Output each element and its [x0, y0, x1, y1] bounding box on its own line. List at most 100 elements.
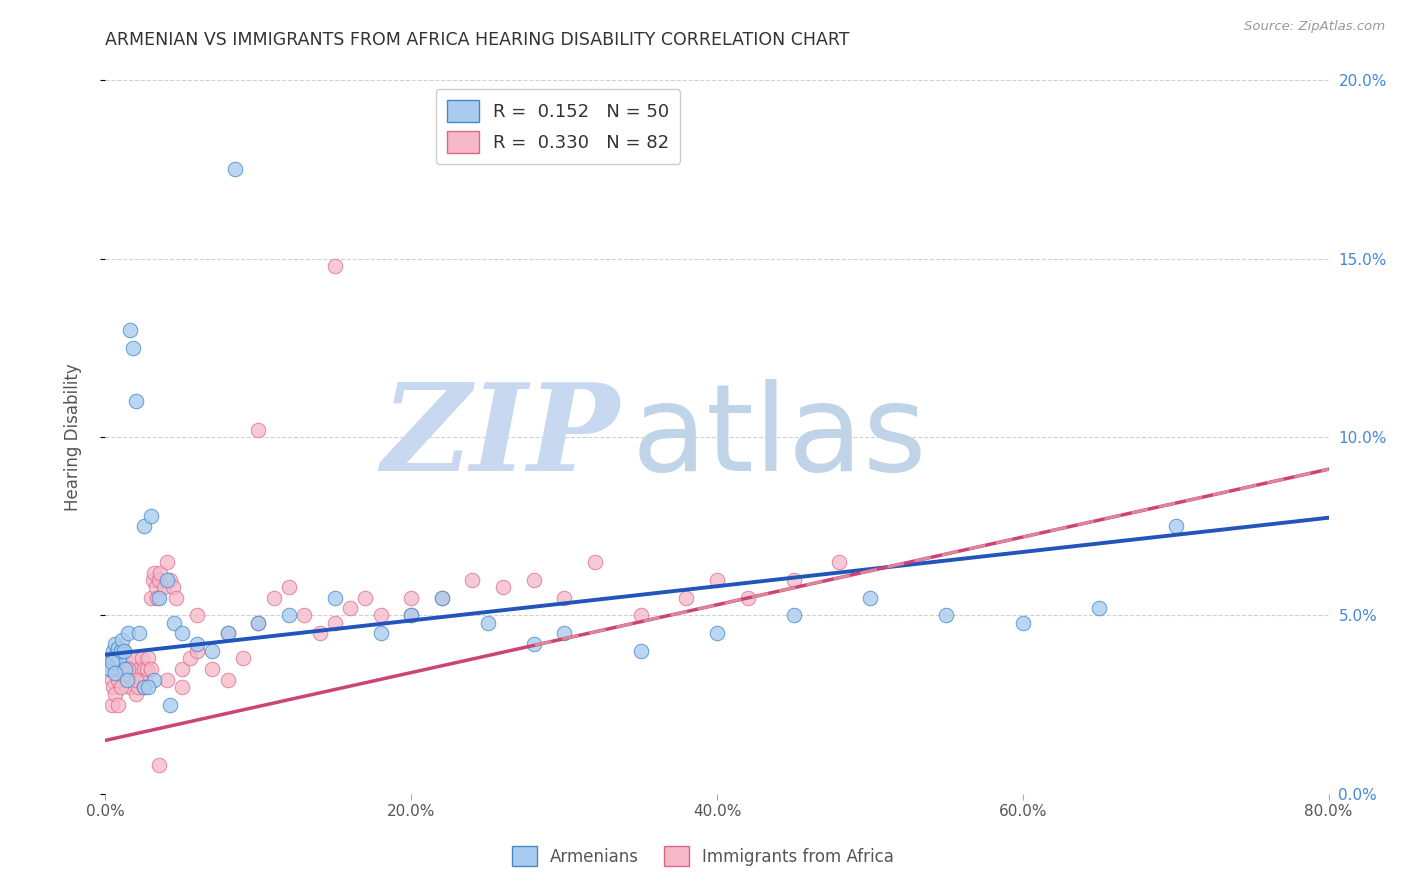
Point: [553, 591, 575, 605]
Point: [134, 673, 156, 687]
Point: [477, 615, 499, 630]
Legend: R =  0.152   N = 50, R =  0.330   N = 82: R = 0.152 N = 50, R = 0.330 N = 82: [436, 89, 681, 164]
Point: [135, 662, 157, 676]
Point: [782, 573, 804, 587]
Point: [117, 626, 139, 640]
Point: [100, 698, 122, 712]
Point: [142, 573, 165, 587]
Y-axis label: Hearing Disability: Hearing Disability: [63, 363, 82, 511]
Point: [737, 591, 759, 605]
Point: [461, 573, 484, 587]
Point: [104, 665, 127, 680]
Point: [170, 680, 193, 694]
Point: [141, 591, 163, 605]
Point: [149, 566, 172, 580]
Point: [114, 662, 136, 676]
Point: [104, 687, 127, 701]
Point: [97, 662, 120, 676]
Point: [186, 608, 208, 623]
Point: [115, 673, 138, 687]
Point: [115, 662, 138, 676]
Point: [117, 673, 139, 687]
Point: [141, 508, 163, 523]
Point: [354, 591, 377, 605]
Point: [148, 591, 170, 605]
Point: [247, 423, 270, 437]
Point: [100, 673, 122, 687]
Point: [179, 651, 201, 665]
Point: [107, 698, 129, 712]
Point: [122, 651, 145, 665]
Point: [105, 648, 128, 662]
Point: [163, 615, 186, 630]
Point: [217, 626, 239, 640]
Point: [112, 644, 135, 658]
Point: [107, 673, 129, 687]
Point: [186, 637, 208, 651]
Point: [278, 580, 301, 594]
Point: [401, 608, 423, 623]
Point: [146, 591, 169, 605]
Text: Source: ZipAtlas.com: Source: ZipAtlas.com: [1244, 20, 1385, 33]
Point: [553, 626, 575, 640]
Point: [110, 680, 132, 694]
Point: [132, 680, 155, 694]
Point: [118, 323, 141, 337]
Point: [201, 644, 224, 658]
Point: [430, 591, 453, 605]
Point: [706, 626, 728, 640]
Point: [101, 680, 124, 694]
Point: [492, 580, 515, 594]
Point: [217, 626, 239, 640]
Point: [108, 651, 131, 665]
Point: [143, 673, 166, 687]
Point: [247, 615, 270, 630]
Point: [323, 615, 346, 630]
Point: [323, 591, 346, 605]
Point: [186, 644, 208, 658]
Point: [111, 633, 134, 648]
Point: [782, 608, 804, 623]
Point: [935, 608, 957, 623]
Point: [132, 680, 155, 694]
Point: [630, 644, 652, 658]
Point: [114, 651, 136, 665]
Point: [145, 580, 167, 594]
Point: [165, 591, 187, 605]
Point: [128, 626, 150, 640]
Point: [112, 644, 135, 658]
Point: [224, 162, 246, 177]
Point: [122, 341, 145, 355]
Text: ARMENIAN VS IMMIGRANTS FROM AFRICA HEARING DISABILITY CORRELATION CHART: ARMENIAN VS IMMIGRANTS FROM AFRICA HEARI…: [105, 31, 851, 49]
Point: [201, 662, 224, 676]
Text: atlas: atlas: [631, 378, 927, 496]
Point: [162, 580, 184, 594]
Point: [1164, 519, 1187, 533]
Point: [107, 640, 129, 655]
Point: [131, 651, 153, 665]
Point: [129, 673, 152, 687]
Point: [523, 573, 546, 587]
Point: [105, 651, 128, 665]
Point: [217, 673, 239, 687]
Point: [132, 519, 155, 533]
Point: [100, 655, 122, 669]
Point: [108, 662, 131, 676]
Point: [110, 651, 132, 665]
Point: [370, 626, 392, 640]
Point: [630, 608, 652, 623]
Point: [156, 573, 179, 587]
Point: [430, 591, 453, 605]
Point: [828, 555, 851, 569]
Point: [263, 591, 285, 605]
Point: [104, 637, 127, 651]
Point: [278, 608, 301, 623]
Point: [136, 651, 159, 665]
Point: [125, 687, 148, 701]
Text: ZIP: ZIP: [381, 378, 619, 496]
Point: [110, 644, 132, 658]
Point: [339, 601, 361, 615]
Point: [308, 626, 330, 640]
Point: [104, 662, 127, 676]
Point: [125, 394, 148, 409]
